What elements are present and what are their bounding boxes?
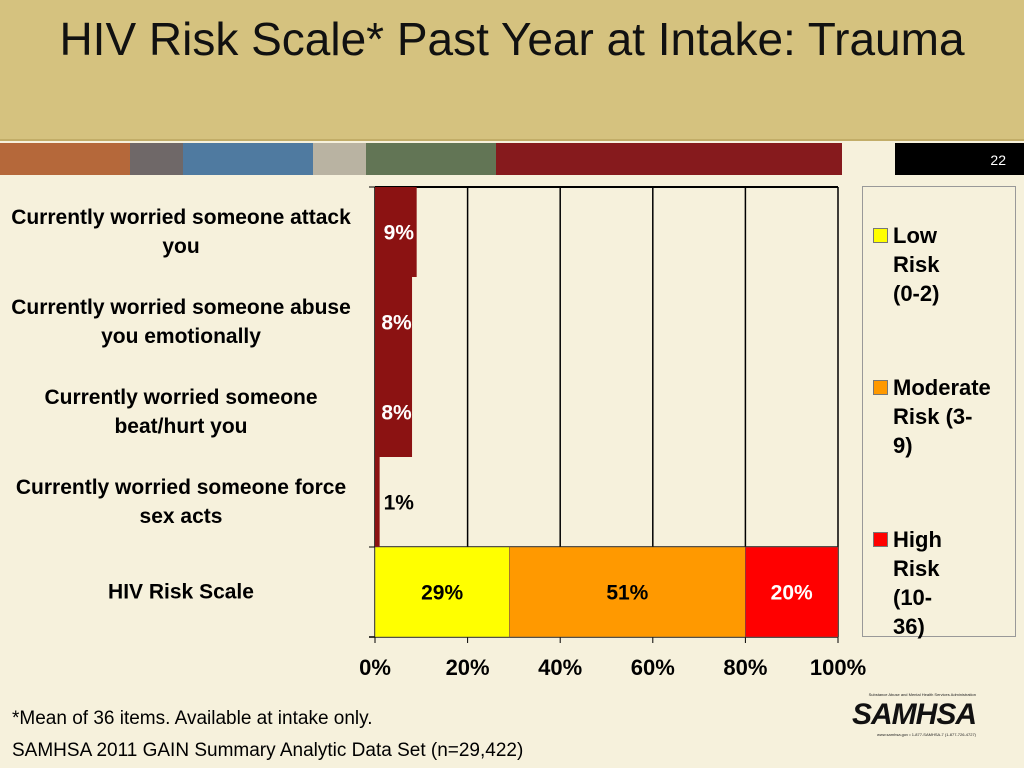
stripe	[0, 143, 130, 175]
x-tick-label: 40%	[538, 655, 582, 680]
stripe	[496, 143, 842, 175]
stripe	[130, 143, 183, 175]
legend-label: Moderate Risk (3-9)	[893, 375, 991, 458]
value-label: 20%	[771, 582, 813, 605]
x-tick-label: 80%	[723, 655, 767, 680]
logo-bottom: www.samhsa.gov • 1-877-SAMHSA-7 (1-877-7…	[877, 732, 976, 737]
slide-title: HIV Risk Scale* Past Year at Intake: Tra…	[0, 0, 1024, 141]
x-tick-label: 0%	[359, 655, 391, 680]
source: SAMHSA 2011 GAIN Summary Analytic Data S…	[12, 740, 524, 761]
value-label: 1%	[384, 492, 415, 515]
legend-item: Low Risk (0-2)	[873, 221, 939, 308]
category-label: Currently worried someone abuse you emot…	[11, 296, 351, 348]
legend-swatch	[873, 228, 888, 243]
value-label: 29%	[421, 582, 463, 605]
category-label: Currently worried someone beat/hurt you	[44, 386, 318, 438]
category-label: Currently worried someone attack you	[11, 206, 351, 258]
x-tick-label: 20%	[446, 655, 490, 680]
legend-label: Low Risk (0-2)	[893, 223, 940, 306]
x-tick-label: 100%	[810, 655, 866, 680]
bar	[375, 457, 380, 547]
bar	[375, 277, 413, 367]
legend-swatch	[873, 380, 888, 395]
legend-label: High Risk (10-36)	[893, 527, 942, 639]
stripe	[366, 143, 496, 175]
footnote: *Mean of 36 items. Available at intake o…	[12, 708, 373, 729]
legend-swatch	[873, 532, 888, 547]
x-tick-label: 60%	[631, 655, 675, 680]
bar-segment	[509, 546, 746, 638]
category-label: Currently worried someone force sex acts	[15, 476, 347, 528]
page-number: 22	[895, 143, 1024, 175]
bar	[375, 187, 417, 277]
logo: SAMHSA	[851, 698, 977, 731]
value-label: 8%	[381, 402, 412, 425]
logo-top: Substance Abuse and Mental Health Servic…	[868, 692, 976, 697]
value-label: 51%	[606, 582, 648, 605]
legend: Low Risk (0-2) Moderate Risk (3-9) High Ri…	[862, 186, 1016, 639]
category-label: HIV Risk Scale	[108, 580, 254, 604]
value-label: 8%	[381, 312, 412, 335]
bar-segment	[745, 546, 839, 638]
bar-segment	[374, 546, 510, 638]
legend-item: High Risk (10-36)	[873, 525, 942, 641]
stripe	[313, 143, 366, 175]
bar	[375, 367, 413, 457]
value-label: 9%	[384, 222, 415, 245]
stripe	[183, 143, 313, 175]
legend-item: Moderate Risk (3-9)	[873, 373, 991, 460]
